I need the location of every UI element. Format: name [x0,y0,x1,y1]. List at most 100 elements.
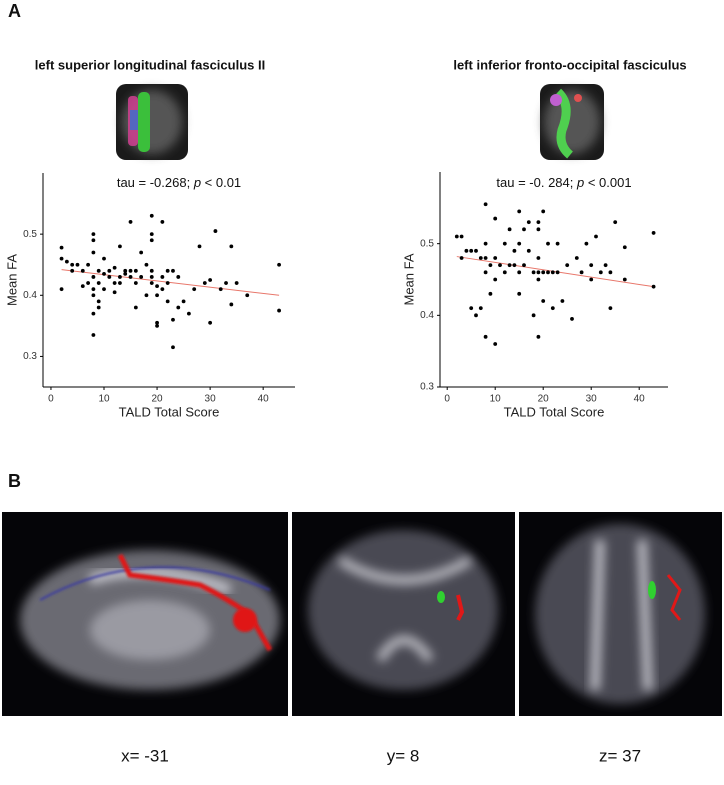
point [546,241,550,246]
point [483,202,488,207]
point [483,334,488,339]
point [507,227,512,232]
point [144,293,149,298]
point [589,277,594,282]
point [488,263,493,268]
point [171,345,175,350]
point [565,263,570,268]
point [59,256,64,261]
point [155,284,159,289]
point [96,281,101,285]
point [483,241,488,246]
point [118,281,122,285]
point [502,241,507,246]
point [80,284,85,289]
point [245,293,250,298]
point [541,209,546,214]
y-tick-label: 0.5 [23,229,37,240]
point [144,262,149,267]
point [112,265,117,270]
point [91,232,96,237]
point [517,270,522,275]
point [229,244,234,249]
point [478,306,483,311]
point [160,287,165,292]
y-axis-label: Mean FA [4,254,19,306]
point [541,299,546,303]
tract-thumbnail [116,84,188,160]
point [536,220,541,225]
point [149,238,154,243]
panel-label: A [8,1,21,21]
point [459,234,464,239]
point [102,271,106,276]
point [128,220,133,224]
point [112,281,117,285]
point [483,270,488,275]
point [165,281,170,285]
point [59,245,64,250]
annotation-part: tau = -0. 284; [496,175,577,190]
annotation-part: p [193,175,201,190]
point [155,320,159,325]
y-tick-label: 0.4 [420,310,434,321]
y-tick-label: 0.5 [420,238,434,249]
point [536,256,541,260]
trend-line [61,269,280,296]
x-tick-label: 0 [444,394,450,405]
trend-line [456,256,654,288]
point [128,275,133,279]
point [155,293,159,298]
point [536,277,541,282]
point [536,270,541,275]
point [149,213,154,218]
point [579,270,584,275]
point [622,277,627,282]
y-tick-label: 0.3 [23,351,37,362]
point [224,281,228,285]
slice-label: y= 8 [387,746,420,765]
point [91,250,96,255]
y-tick-label: 0.3 [420,382,434,393]
point [507,263,512,268]
point [574,256,579,260]
annotation-part: p [576,175,584,190]
point [526,248,531,253]
point [488,291,493,296]
point [560,299,565,303]
y-axis-label: Mean FA [401,253,416,305]
x-tick-label: 30 [205,394,217,405]
point [555,270,560,275]
point [651,284,656,289]
brain-slice [292,512,515,716]
brain-slice [2,512,288,716]
point [550,270,555,275]
point [149,281,154,285]
point [517,241,522,246]
point [107,275,112,279]
point [517,291,522,296]
point [608,306,613,311]
point [91,293,96,298]
tract-thumbnail [540,84,604,160]
point [133,305,138,310]
x-tick-label: 10 [98,394,110,405]
point [102,256,106,261]
point [176,275,181,279]
point [86,262,90,267]
point [102,287,106,292]
slice-label: z= 37 [599,746,641,765]
point [208,278,213,282]
x-tick-label: 0 [48,394,54,405]
point [133,281,138,285]
point [149,268,154,273]
point [651,231,656,235]
panel-label: B [8,471,21,491]
x-tick-label: 30 [586,394,598,405]
point [91,311,96,316]
point [96,305,101,310]
point [589,263,594,268]
point [522,263,526,268]
point [165,268,170,273]
x-tick-label: 10 [490,394,502,405]
